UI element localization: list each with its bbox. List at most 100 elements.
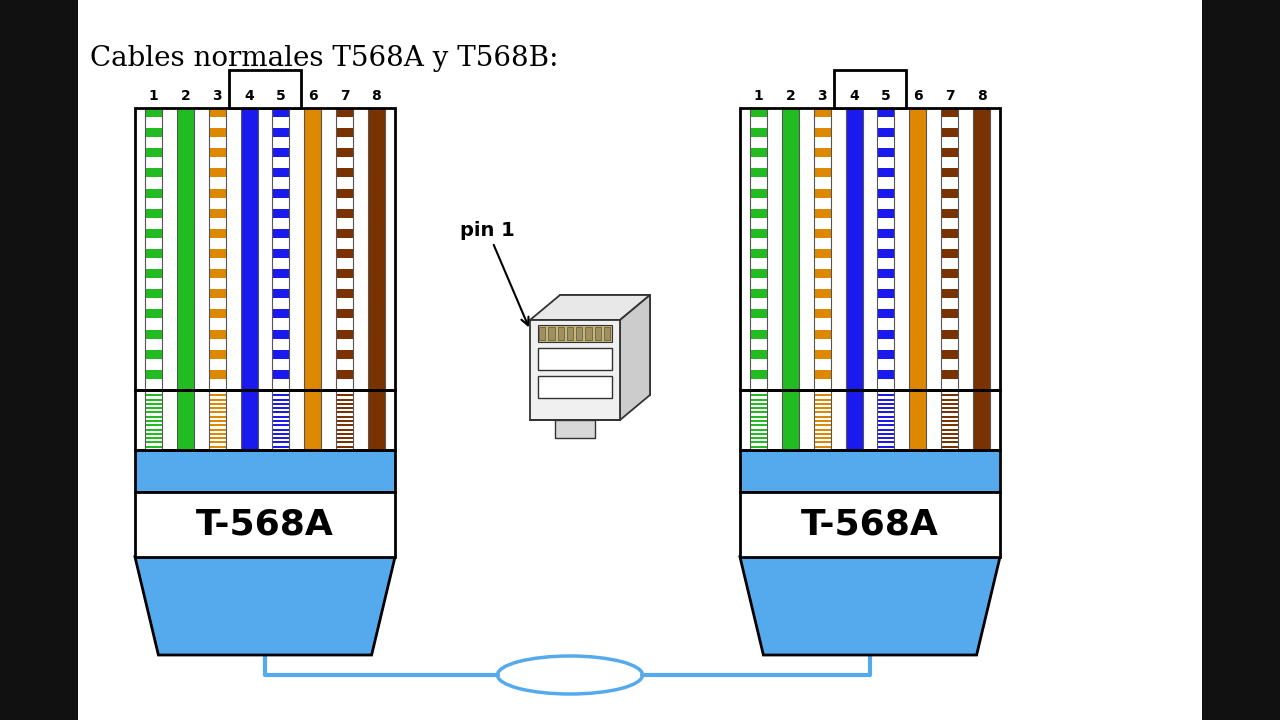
Bar [145, 399, 163, 400]
Bar [750, 446, 767, 448]
Bar [145, 428, 163, 431]
Bar [177, 390, 193, 450]
Bar [877, 428, 895, 431]
Bar [305, 390, 321, 450]
Bar [209, 415, 225, 418]
Bar [941, 310, 959, 318]
Bar [209, 189, 225, 197]
Bar [973, 108, 989, 390]
Bar [145, 108, 163, 390]
Bar [273, 415, 289, 418]
Bar [273, 390, 289, 450]
Bar [814, 399, 831, 400]
Bar [941, 390, 959, 450]
Bar [941, 209, 959, 217]
Bar [209, 269, 225, 278]
Bar [209, 441, 225, 444]
Bar [973, 390, 989, 450]
Bar [305, 108, 321, 390]
Bar [145, 411, 163, 413]
Bar [145, 310, 163, 318]
Bar [750, 407, 767, 409]
Bar [209, 411, 225, 413]
Bar [941, 441, 959, 444]
Bar [877, 370, 895, 379]
Bar [369, 108, 385, 390]
Bar [877, 390, 895, 450]
Bar [209, 249, 225, 258]
Bar [846, 108, 863, 390]
Bar [273, 403, 289, 405]
Bar [337, 415, 353, 418]
Bar [209, 108, 225, 117]
Bar [229, 70, 301, 108]
Bar [941, 395, 959, 396]
Bar [134, 390, 396, 450]
Bar [337, 108, 353, 390]
Bar [209, 399, 225, 400]
Bar [209, 420, 225, 422]
Bar [209, 128, 225, 138]
Bar [941, 407, 959, 409]
Bar [134, 450, 396, 492]
Bar [877, 395, 895, 396]
Bar [740, 108, 1000, 390]
Bar [750, 428, 767, 431]
Bar [177, 108, 193, 390]
Bar [548, 327, 554, 340]
Bar [877, 403, 895, 405]
Bar [273, 428, 289, 431]
Bar [145, 108, 163, 117]
Text: 3: 3 [818, 89, 827, 103]
Bar [604, 327, 611, 340]
Bar [877, 446, 895, 448]
Bar [145, 420, 163, 422]
Bar [973, 390, 989, 450]
Bar [145, 249, 163, 258]
Bar [209, 108, 225, 390]
Bar [145, 437, 163, 439]
Bar [814, 415, 831, 418]
Bar [337, 128, 353, 138]
Bar [241, 390, 257, 450]
Text: pin 1: pin 1 [460, 220, 529, 325]
Bar [877, 350, 895, 359]
Bar [750, 229, 767, 238]
Bar [369, 390, 385, 450]
Bar [814, 168, 831, 178]
Bar [750, 390, 767, 450]
Bar [909, 108, 927, 390]
Bar [846, 390, 863, 450]
Bar [1202, 0, 1280, 720]
Bar [973, 108, 989, 390]
Bar [750, 441, 767, 444]
Bar [273, 148, 289, 158]
Bar [134, 108, 396, 390]
Bar [273, 433, 289, 435]
Bar [750, 269, 767, 278]
Bar [538, 348, 612, 370]
Bar [877, 189, 895, 197]
Text: 7: 7 [945, 89, 955, 103]
Text: 8: 8 [371, 89, 381, 103]
Text: 6: 6 [913, 89, 923, 103]
Polygon shape [530, 320, 620, 420]
Bar [134, 108, 396, 390]
Bar [941, 437, 959, 439]
Bar [337, 407, 353, 409]
Bar [209, 289, 225, 298]
Bar [941, 289, 959, 298]
Bar [305, 108, 321, 390]
Bar [877, 310, 895, 318]
Text: T-568A: T-568A [801, 508, 940, 541]
Text: 1: 1 [148, 89, 159, 103]
Bar [941, 168, 959, 178]
Bar [814, 441, 831, 444]
Text: 3: 3 [212, 89, 221, 103]
Bar [337, 437, 353, 439]
Bar [877, 390, 895, 392]
Text: Cables normales T568A y T568B:: Cables normales T568A y T568B: [90, 45, 558, 72]
Bar [594, 327, 600, 340]
Bar [337, 269, 353, 278]
Bar [877, 168, 895, 178]
